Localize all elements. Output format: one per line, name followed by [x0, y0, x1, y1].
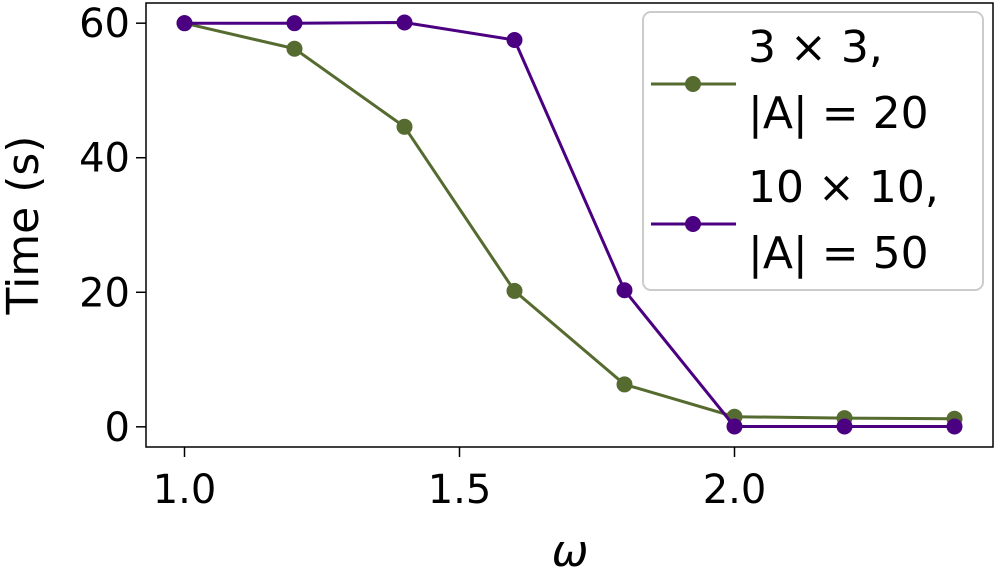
legend-label: 3 × 3,: [748, 22, 883, 73]
legend-entry: 10 × 10, |A| = 50: [651, 162, 939, 279]
data-point: [176, 15, 193, 32]
legend-frame: [642, 11, 984, 291]
data-point: [836, 418, 853, 435]
legend-label: |A| = 50: [748, 228, 929, 279]
data-point: [286, 40, 303, 57]
legend-label: |A| = 20: [748, 88, 929, 139]
x-tick-label: 2.0: [703, 467, 767, 513]
data-point: [946, 418, 963, 435]
y-tick-label: 20: [79, 270, 130, 316]
data-point: [616, 282, 633, 299]
series-line: [184, 20, 955, 428]
data-point: [726, 418, 743, 435]
legend-entry: 3 × 3, |A| = 20: [651, 22, 929, 139]
x-tick-label: 1.0: [153, 467, 217, 513]
y-axis-label: Time (s): [0, 136, 49, 316]
y-tick-label: 0: [105, 405, 130, 451]
axis-ticks: 1.0 1.5 2.0 0 20 40 60: [79, 1, 766, 513]
series-2: [176, 14, 963, 435]
data-point: [396, 118, 413, 135]
legend-marker: [685, 76, 701, 92]
x-axis-label: ω: [552, 526, 589, 577]
legend-marker: [685, 216, 701, 232]
data-point: [506, 282, 523, 299]
x-tick-label: 1.5: [428, 467, 492, 513]
data-point: [396, 14, 413, 31]
y-tick-label: 40: [79, 136, 130, 182]
y-tick-label: 60: [79, 1, 130, 47]
legend-label: 10 × 10,: [748, 162, 939, 213]
data-point: [286, 15, 303, 32]
data-point: [616, 376, 633, 393]
series-layer: [176, 14, 963, 435]
legend: 3 × 3, |A| = 20 10 × 10, |A| = 50: [642, 11, 984, 291]
series-line: [184, 21, 955, 421]
data-point: [506, 32, 523, 48]
